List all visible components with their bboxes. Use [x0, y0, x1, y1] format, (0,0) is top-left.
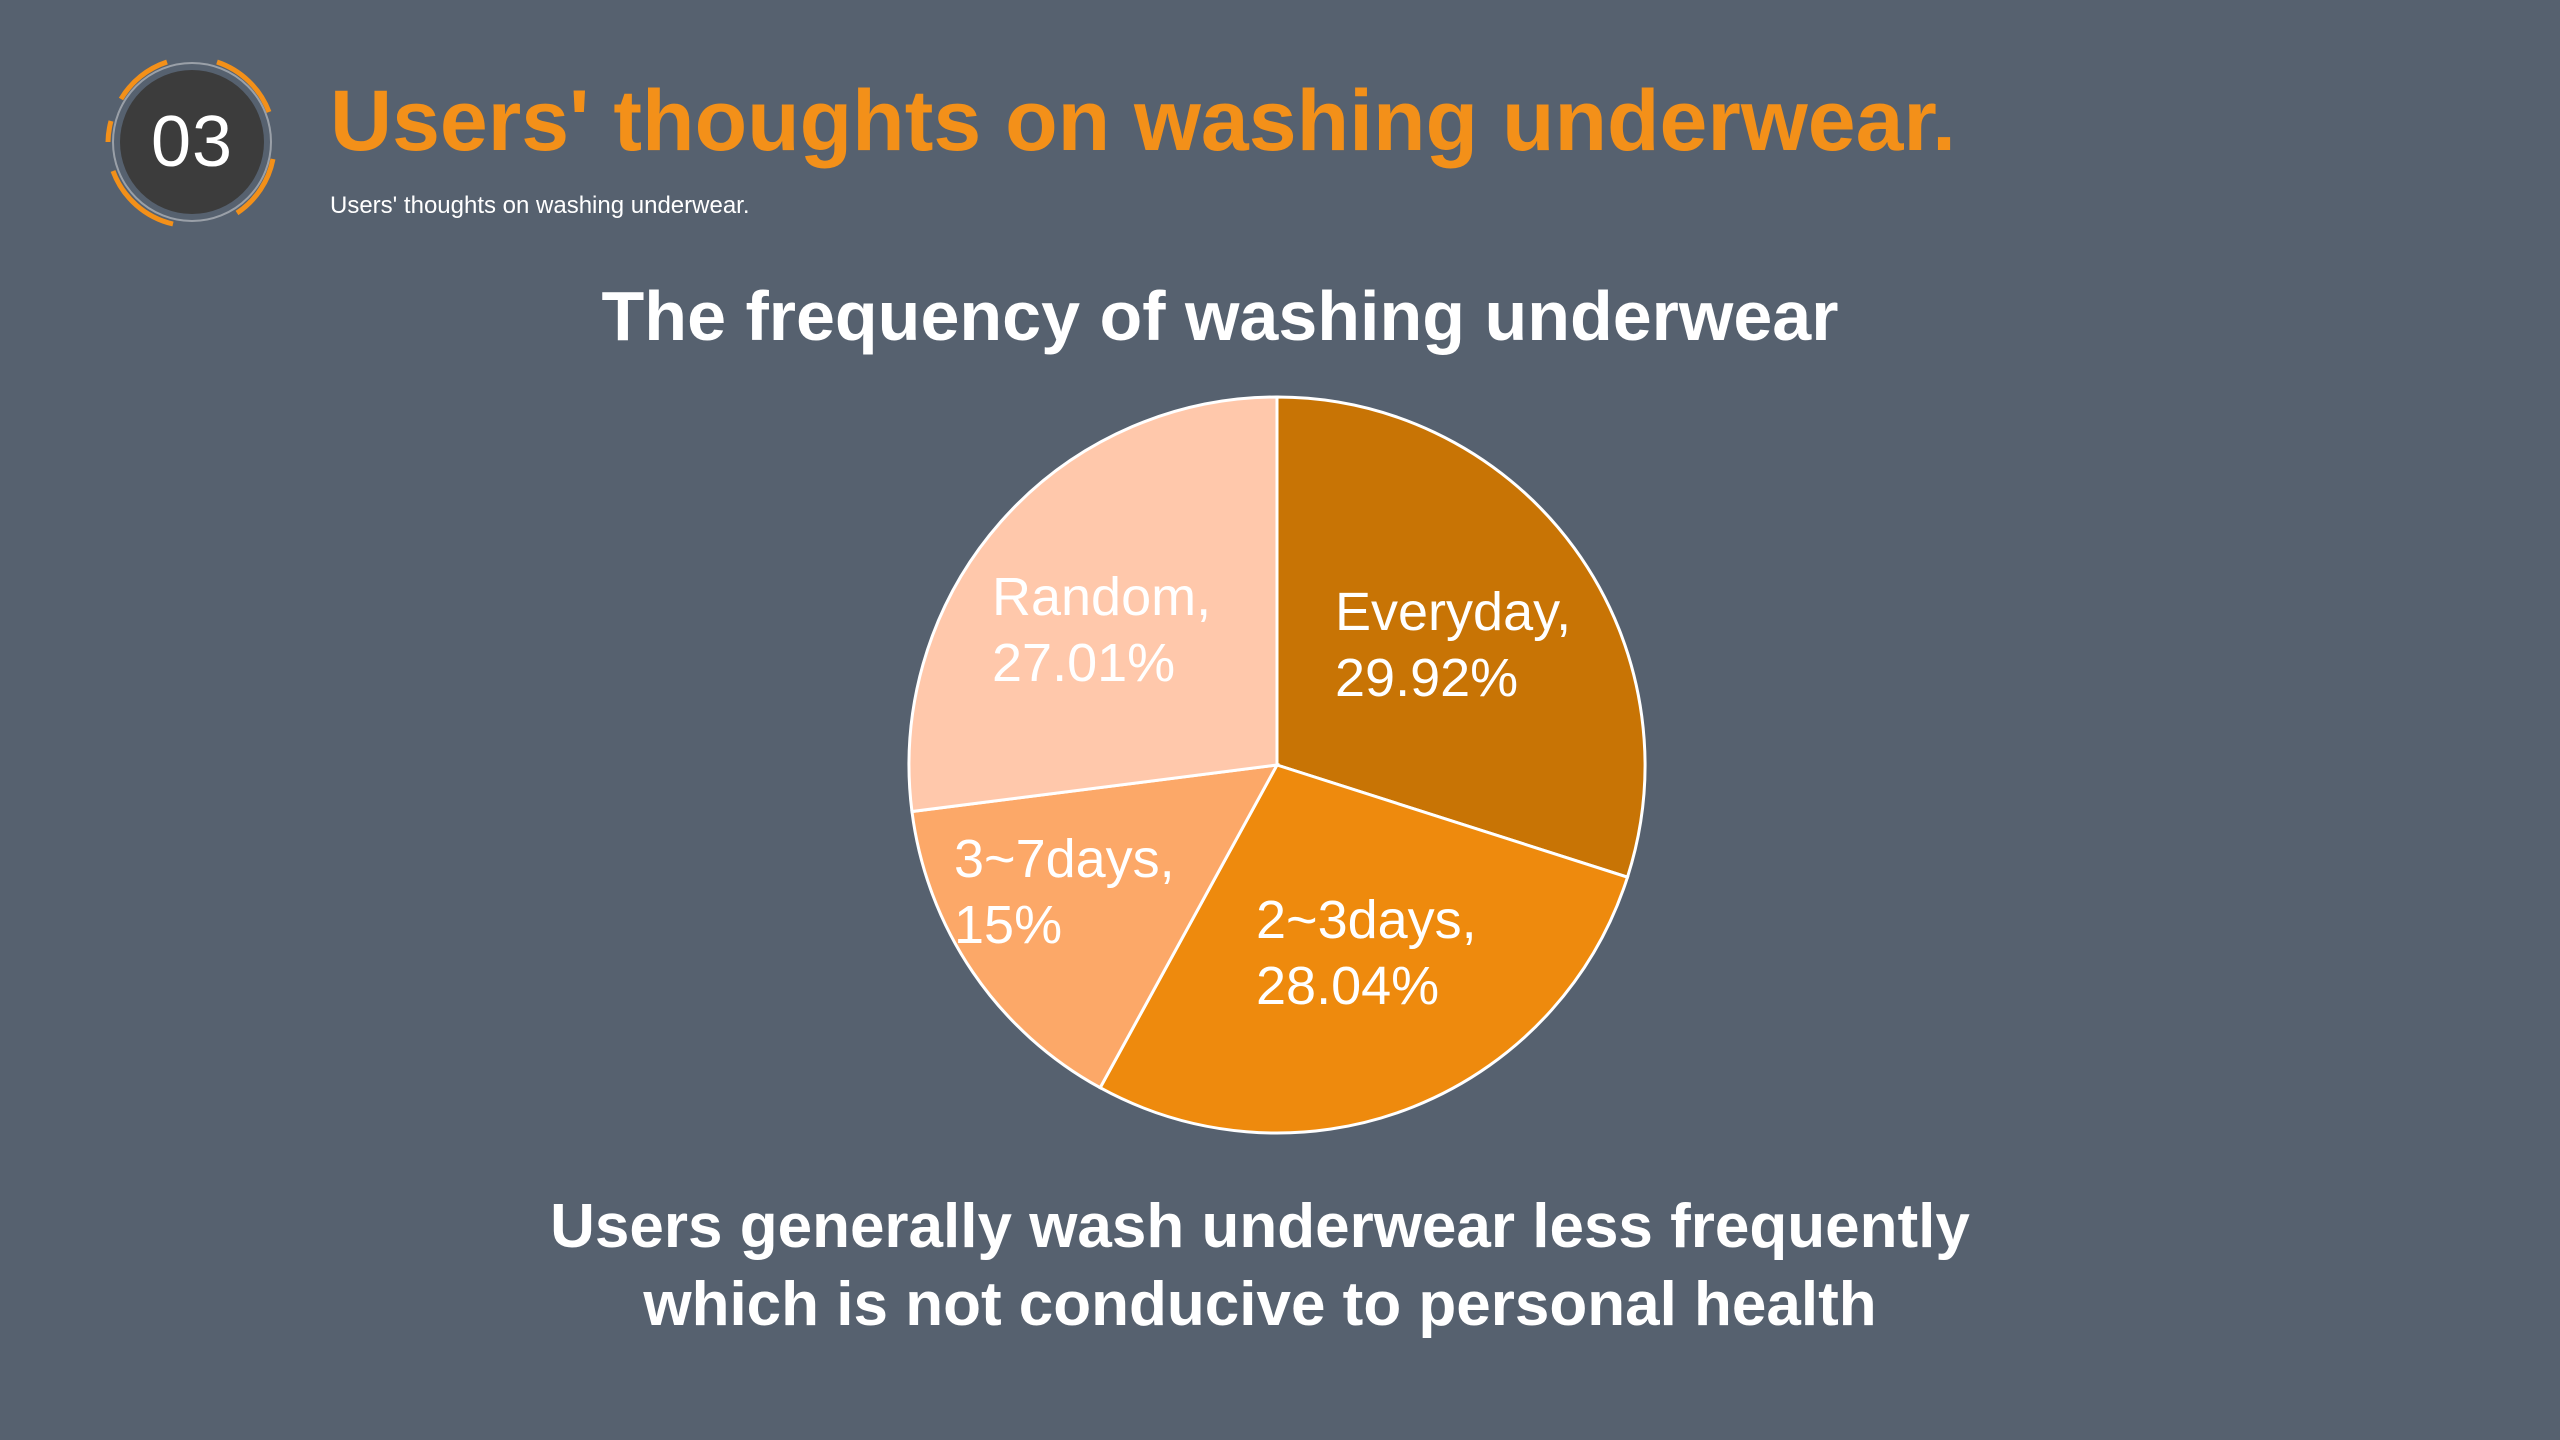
badge-ring-icon	[105, 59, 276, 227]
pie-label-random: Random, 27.01%	[992, 567, 1211, 693]
pie-slice-everyday	[1275, 395, 1647, 880]
pie-label-2-3days: 2~3days, 28.04%	[1256, 890, 1477, 1016]
pie-slice-random	[907, 395, 1279, 814]
pie-label-everyday: Everyday, 29.92%	[1335, 582, 1571, 708]
pie-slice-3-7days	[910, 763, 1280, 1090]
pie-label-3-7days: 3~7days, 15%	[954, 829, 1175, 955]
page-title: Users' thoughts on washing underwear.	[330, 73, 1957, 169]
conclusion-line-1: Users generally wash underwear less freq…	[550, 1192, 1970, 1261]
conclusion-line-2: which is not conducive to personal healt…	[643, 1270, 1877, 1339]
section-number: 03	[150, 102, 234, 182]
pie-slice-2-3days	[1098, 763, 1630, 1135]
conclusion-text: Users generally wash underwear less freq…	[0, 1188, 2520, 1344]
chart-title: The frequency of washing underwear	[601, 277, 1839, 355]
section-badge: 03	[97, 47, 287, 237]
page-subtitle: Users' thoughts on washing underwear.	[330, 192, 750, 219]
